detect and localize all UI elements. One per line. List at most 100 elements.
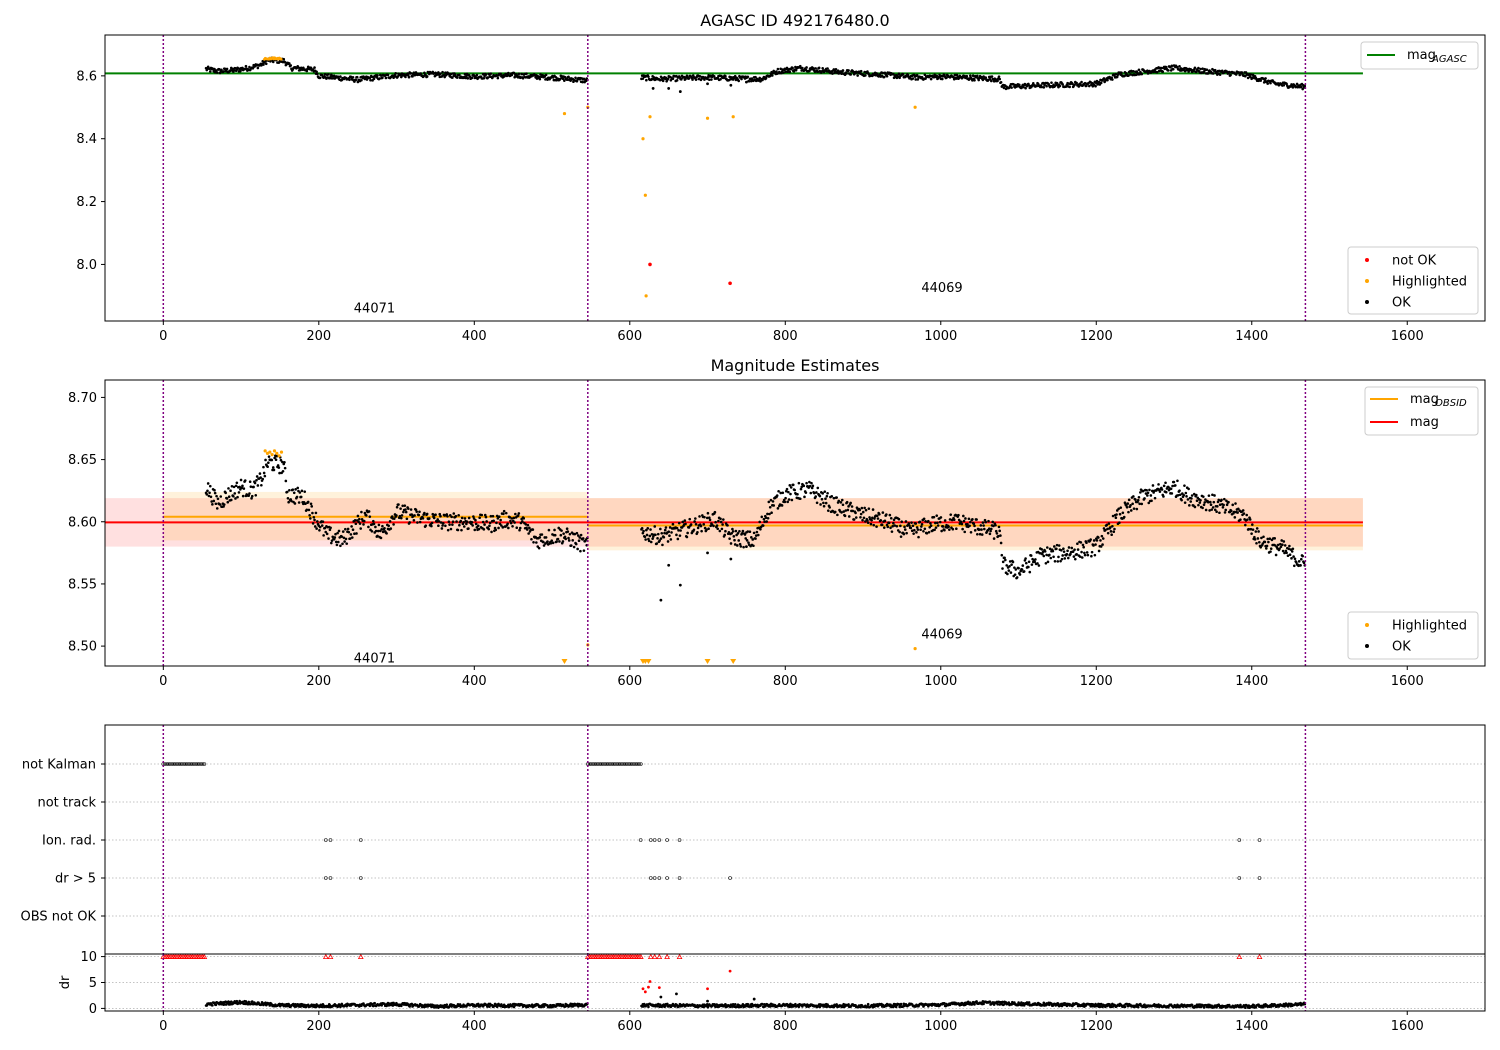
flag-point: [677, 838, 682, 842]
ok-point: [367, 525, 370, 529]
ok-point: [284, 1004, 288, 1008]
ok-point: [719, 520, 723, 524]
ok-point: [982, 1002, 985, 1006]
ok-point: [854, 516, 858, 519]
ok-point: [1189, 500, 1193, 503]
ok-point: [834, 67, 838, 71]
ok-point: [1058, 84, 1062, 88]
ok-point: [316, 72, 319, 76]
ok-point: [752, 544, 755, 548]
y-tick-label: 8.0: [76, 258, 97, 273]
ok-point: [920, 525, 923, 528]
ok-point: [259, 476, 262, 479]
ok-point: [334, 540, 338, 544]
ok-point: [555, 540, 558, 543]
ok-point: [667, 87, 671, 90]
ok-point: [821, 492, 824, 495]
ok-point: [455, 76, 459, 79]
ok-point: [542, 1005, 546, 1008]
ok-point: [360, 510, 363, 514]
ok-point: [446, 528, 450, 532]
ok-point: [1049, 556, 1053, 560]
category-label: OBS not OK: [21, 910, 97, 925]
ok-point: [927, 519, 930, 523]
ok-point: [392, 523, 395, 526]
ok-point: [1040, 85, 1043, 89]
ok-point: [826, 491, 829, 495]
flag-point: [173, 762, 178, 766]
ok-point: [881, 511, 885, 514]
ok-point: [547, 528, 551, 532]
ok-point: [232, 69, 236, 72]
x-tick-label: 0: [159, 1019, 167, 1034]
highlighted-point: [641, 137, 645, 141]
obsid-label: 44071: [354, 652, 395, 667]
ok-point: [917, 535, 920, 539]
ok-point: [481, 520, 485, 524]
ok-point: [995, 532, 999, 535]
ok-point: [438, 512, 442, 516]
flag-point: [176, 762, 181, 766]
ok-point: [532, 540, 535, 544]
ok-point: [538, 77, 542, 81]
ok-point: [1085, 541, 1088, 544]
x-tick-label: 1400: [1235, 1019, 1268, 1034]
ok-point: [1224, 508, 1228, 512]
ok-point: [1202, 503, 1206, 507]
x-tick-label: 1400: [1235, 329, 1268, 344]
ok-point: [497, 526, 500, 530]
ok-point: [959, 520, 963, 524]
ok-point: [449, 72, 453, 76]
ok-point: [1186, 498, 1190, 501]
ok-point: [1034, 558, 1037, 561]
ok-point: [515, 526, 519, 529]
flag-point: [618, 762, 623, 766]
ok-point: [531, 528, 535, 531]
ok-point: [341, 530, 345, 533]
ok-point: [1244, 1006, 1247, 1010]
ok-point: [1030, 563, 1034, 566]
flag-point: [603, 762, 607, 766]
ok-point: [1203, 501, 1207, 504]
ok-point: [270, 458, 274, 462]
ok-point: [1210, 508, 1214, 511]
ok-point: [1155, 70, 1159, 74]
chart-title: AGASC ID 492176480.0: [700, 11, 889, 30]
ok-point: [662, 535, 666, 539]
ok-point: [824, 497, 827, 501]
ok-point: [1099, 1005, 1102, 1008]
ok-point: [473, 528, 477, 532]
ok-point: [833, 510, 837, 514]
ok-point: [1242, 512, 1246, 515]
ok-point: [304, 502, 307, 506]
x-tick-label: 600: [617, 1019, 642, 1034]
ok-point: [1250, 532, 1253, 535]
ok-point: [353, 519, 357, 522]
ok-point: [677, 529, 680, 532]
ok-point: [973, 529, 977, 532]
ok-point: [687, 77, 691, 80]
ok-point: [577, 539, 581, 542]
ok-point: [476, 524, 480, 528]
ok-point: [641, 77, 645, 80]
ok-point: [729, 83, 733, 87]
ok-point: [278, 471, 281, 475]
flag-point: [627, 762, 631, 766]
ok-point: [254, 493, 258, 497]
ok-point: [402, 510, 405, 514]
y-tick-label: 8.6: [76, 69, 97, 84]
ok-point: [1129, 509, 1133, 512]
ok-point: [526, 523, 530, 527]
ok-point: [460, 528, 463, 532]
ok-point: [1127, 74, 1130, 77]
ok-point: [1069, 552, 1072, 556]
ok-point: [537, 546, 541, 550]
ok-point: [1153, 1003, 1156, 1006]
ok-point: [1231, 503, 1235, 507]
dr-high-point: [647, 985, 650, 989]
ok-point: [897, 517, 901, 521]
ok-point: [1007, 569, 1011, 572]
ok-point: [1148, 488, 1151, 492]
ok-point: [961, 527, 964, 531]
